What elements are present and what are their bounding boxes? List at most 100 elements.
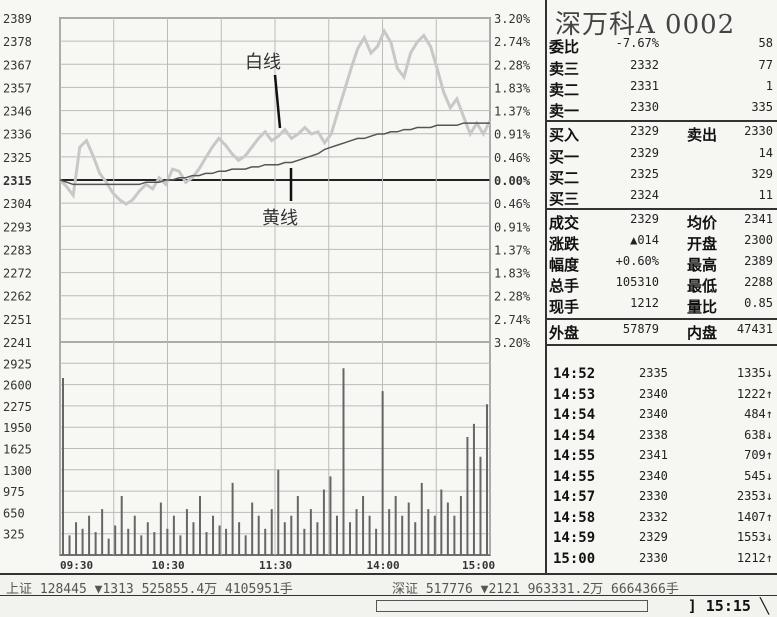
quote-value: 57879 — [622, 322, 659, 336]
percent-tick: 1.83% — [494, 81, 531, 95]
quote-label: 买三 — [549, 190, 580, 208]
yellow-line-label: 黄线 — [262, 208, 298, 229]
quote-label: 卖出 — [687, 126, 718, 144]
quote-value: 329 — [751, 167, 773, 181]
quote-divider — [547, 208, 777, 210]
trade-time: 14:58 — [553, 509, 596, 526]
quote-label: 买一 — [549, 148, 580, 166]
index-footer: 上证 128445 ▼1313 525855.4万 4105951手 深证 51… — [0, 573, 777, 597]
trade-row: 14:55 2341 709↑ — [547, 448, 777, 469]
average-price-line — [59, 122, 490, 186]
trade-volume: 1222↑ — [736, 386, 773, 401]
trade-price: 2332 — [639, 509, 668, 524]
trade-row: 14:53 2340 1222↑ — [547, 387, 777, 408]
price-tick: 2293 — [3, 220, 32, 234]
trade-volume: 1212↑ — [736, 550, 773, 565]
quote-row: 买三 2324 11 — [547, 188, 777, 208]
volume-tick: 325 — [3, 528, 25, 542]
trade-row: 14:52 2335 1335↓ — [547, 366, 777, 387]
quote-label: 卖一 — [549, 102, 580, 120]
quote-row: 外盘 57879 内盘 47431 — [547, 322, 777, 342]
price-tick: 2389 — [3, 12, 32, 26]
quote-value: 2341 — [744, 212, 773, 226]
quote-row: 涨跌 ▲014 开盘 2300 — [547, 233, 777, 253]
quote-value: 47431 — [736, 322, 773, 336]
quote-row: 买入 2329 卖出 2330 — [547, 124, 777, 144]
quote-value: 2329 — [630, 124, 659, 138]
quote-row: 幅度 +0.60% 最高 2389 — [547, 254, 777, 274]
trade-time: 14:55 — [553, 468, 596, 485]
quote-value: 77 — [758, 58, 773, 72]
price-tick: 2262 — [3, 290, 32, 304]
quote-label: 涨跌 — [549, 235, 580, 253]
percent-tick: 0.46% — [494, 151, 531, 165]
price-tick: 2357 — [3, 81, 32, 95]
trade-price: 2335 — [639, 366, 668, 380]
price-tick: 2304 — [3, 197, 32, 211]
quote-value: -7.67% — [615, 36, 659, 50]
trade-time: 14:54 — [553, 407, 596, 423]
trade-price: 2340 — [639, 468, 668, 483]
quote-value: 0.85 — [744, 296, 773, 310]
time-tick: 11:30 — [259, 559, 292, 572]
trade-volume: 1335↓ — [736, 366, 773, 380]
price-tick: 2325 — [3, 151, 32, 165]
quote-value: 58 — [758, 36, 773, 50]
trade-time: 14:57 — [553, 489, 596, 505]
quote-row: 总手 105310 最低 2288 — [547, 275, 777, 295]
volume-tick: 1625 — [3, 443, 32, 457]
quote-row: 现手 1212 量比 0.85 — [547, 296, 777, 316]
volume-tick: 1950 — [3, 421, 32, 435]
white-price-line — [58, 27, 492, 206]
trade-time: 14:54 — [553, 427, 596, 444]
quote-label: 现手 — [549, 298, 580, 316]
percent-tick: 1.83% — [494, 267, 531, 281]
quote-value: 2332 — [630, 58, 659, 72]
trade-row: 14:54 2340 484↑ — [547, 407, 777, 428]
quote-value: +0.60% — [615, 254, 659, 268]
quote-divider — [547, 344, 777, 346]
quote-label: 开盘 — [687, 235, 718, 253]
quote-row: 买二 2325 329 — [547, 167, 777, 187]
price-tick: 2251 — [3, 313, 32, 327]
stock-title: 深万科A 0002 — [555, 10, 736, 40]
price-tick: 2336 — [3, 128, 32, 142]
quote-label: 均价 — [687, 214, 718, 232]
quote-label: 总手 — [549, 277, 580, 295]
percent-tick: 2.74% — [494, 35, 531, 49]
trade-price: 2329 — [639, 530, 668, 544]
trade-price: 2340 — [639, 386, 668, 401]
quote-row: 委比 -7.67% 58 — [547, 36, 777, 56]
quote-value: 1 — [765, 79, 773, 93]
quote-label: 委比 — [549, 38, 580, 56]
trade-time: 14:52 — [553, 366, 596, 382]
shanghai-index: 上证 128445 ▼1313 525855.4万 4105951手 — [6, 582, 293, 597]
quote-panel: 深万科A 0002 委比 -7.67% 58 卖三 2332 77 卖二 2331 1 卖一 233… — [545, 0, 777, 573]
quote-label: 卖三 — [549, 60, 580, 78]
quote-value: 1212 — [630, 296, 659, 310]
percent-tick: 0.46% — [494, 197, 531, 211]
quote-label: 量比 — [687, 298, 718, 316]
trade-volume: 2353↓ — [736, 489, 773, 503]
white-line-pointer — [273, 74, 282, 129]
quote-value: 11 — [758, 188, 773, 202]
quote-label: 最高 — [687, 256, 718, 274]
trade-price: 2338 — [639, 427, 668, 442]
percent-tick: 3.20% — [494, 12, 531, 26]
trade-time: 14:53 — [553, 386, 596, 403]
quote-value: ▲014 — [630, 233, 659, 247]
time-tick: 15:00 — [462, 559, 495, 572]
percent-tick: 2.74% — [494, 313, 531, 327]
quote-value: 2329 — [630, 146, 659, 160]
quote-value: 105310 — [615, 275, 659, 289]
time-tick: 10:30 — [152, 559, 185, 572]
trade-volume: 1553↓ — [736, 530, 773, 544]
quote-label: 外盘 — [549, 324, 580, 342]
quote-value: 2324 — [630, 188, 659, 202]
trade-row: 14:57 2330 2353↓ — [547, 489, 777, 510]
quote-value: 2325 — [630, 167, 659, 181]
shenzhen-index: 深证 517776 ▼2121 963331.2万 6664366手 — [392, 582, 679, 597]
quote-row: 卖三 2332 77 — [547, 58, 777, 78]
quote-label: 成交 — [549, 214, 580, 232]
quote-row: 卖二 2331 1 — [547, 79, 777, 99]
